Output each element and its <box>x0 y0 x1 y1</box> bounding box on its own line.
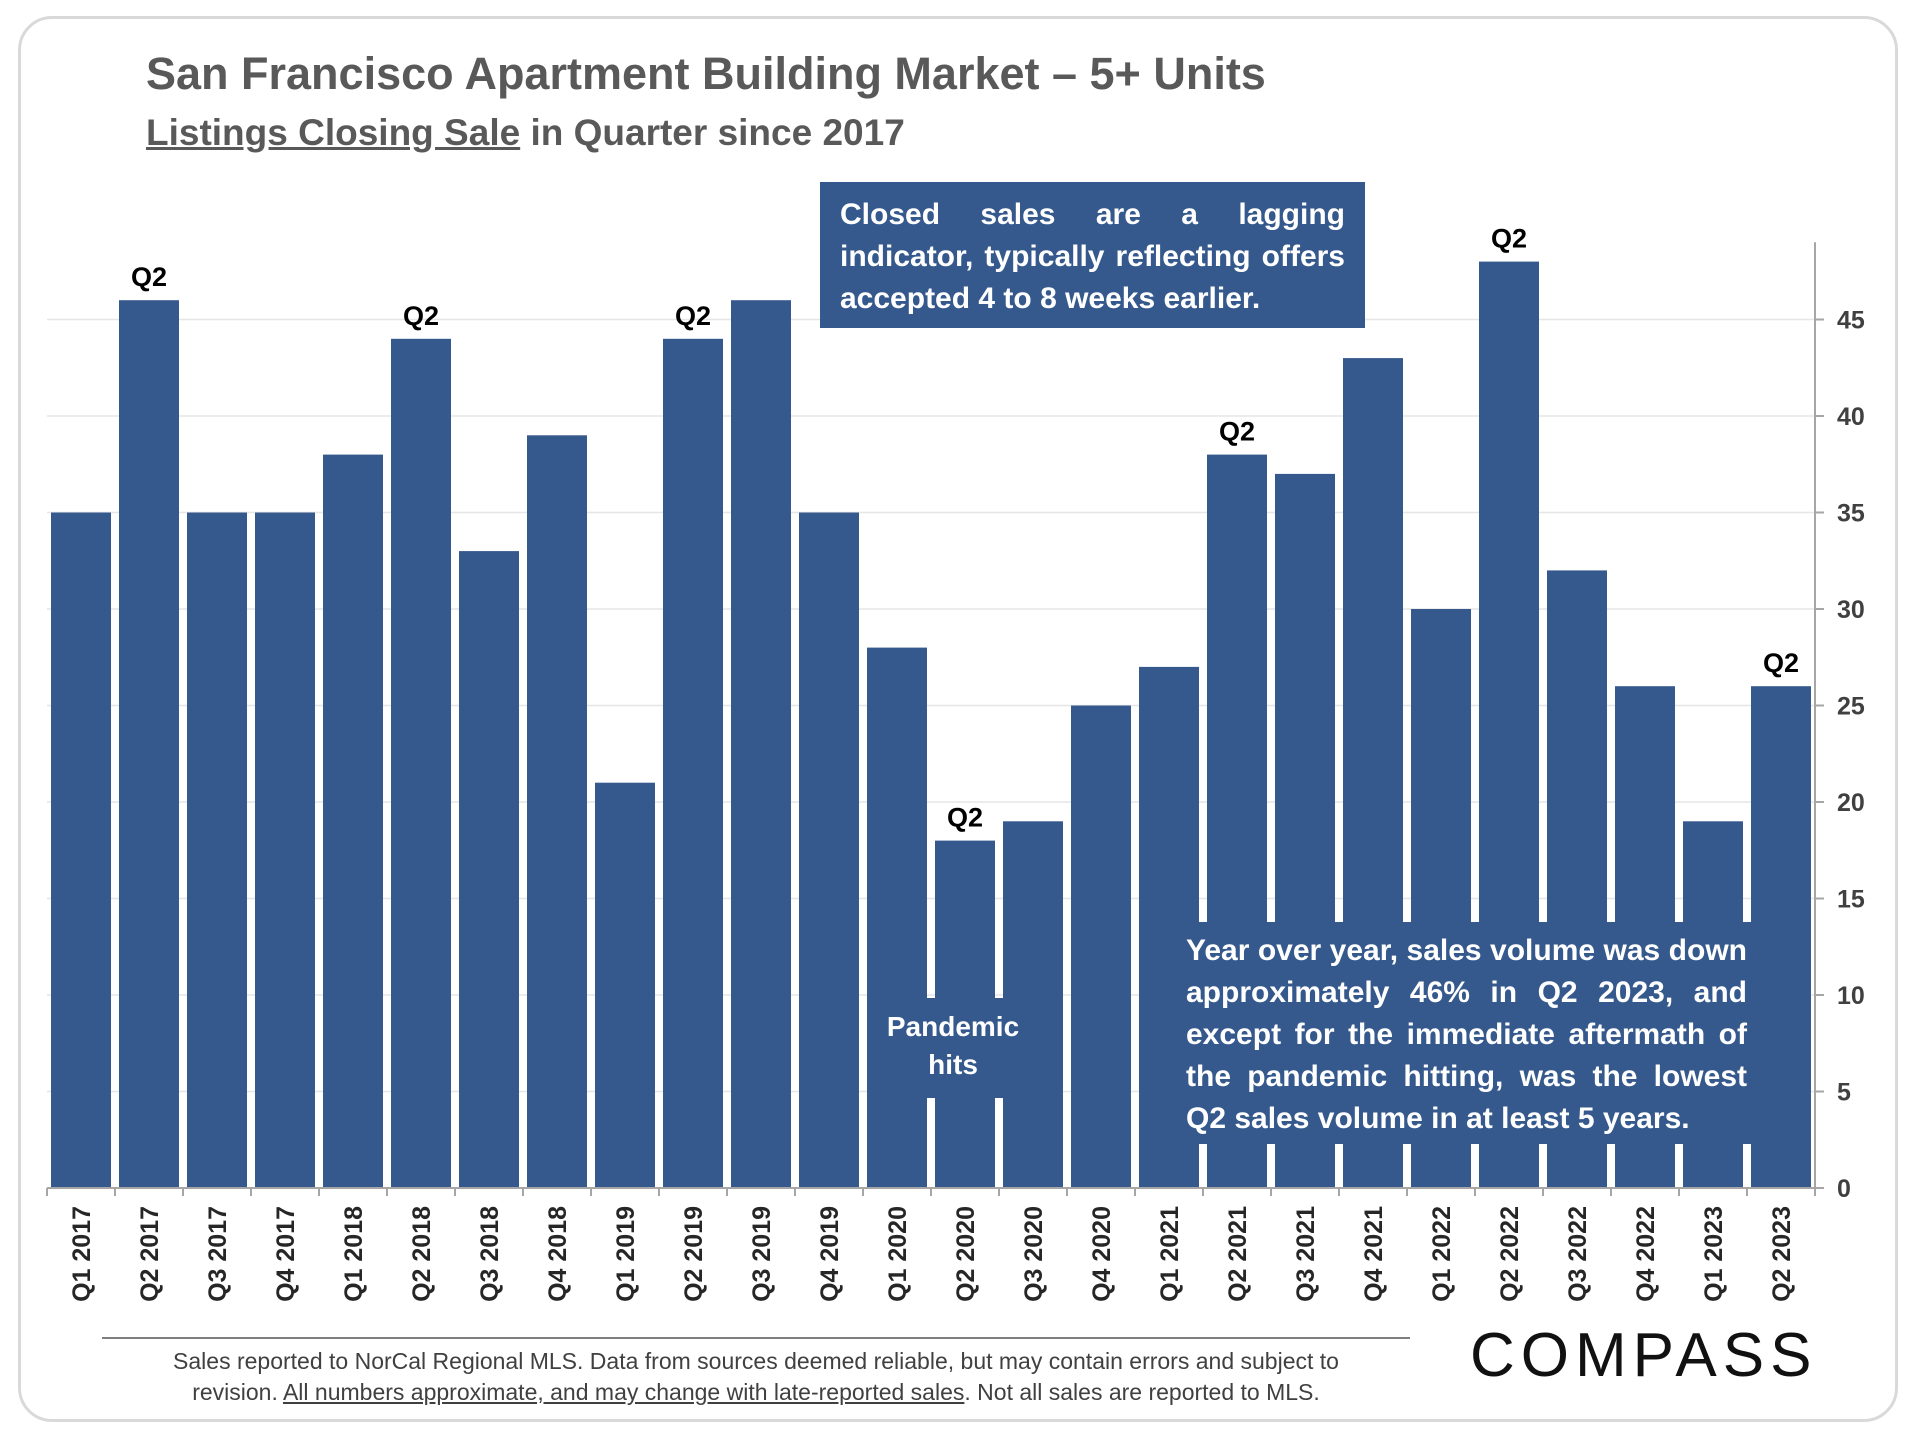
footer-line-2-underlined: All numbers approximate, and may change … <box>282 1379 965 1405</box>
x-tick-label: Q4 2019 <box>816 1206 844 1302</box>
x-tick-label: Q2 2021 <box>1224 1206 1252 1302</box>
x-tick-label: Q2 2019 <box>680 1206 708 1302</box>
bar <box>255 512 315 1188</box>
bar <box>51 512 111 1188</box>
footer-line-1: Sales reported to NorCal Regional MLS. D… <box>173 1348 1339 1374</box>
x-tick-label: Q2 2017 <box>136 1206 164 1302</box>
x-tick-label: Q3 2020 <box>1020 1206 1048 1302</box>
footer-line-2: revision. All numbers approximate, and m… <box>102 1377 1410 1408</box>
bar <box>663 338 723 1188</box>
subtitle-underlined: Listings Closing Sale <box>146 112 521 153</box>
chart-title: San Francisco Apartment Building Market … <box>146 48 1266 99</box>
chart-subtitle: Listings Closing Sale in Quarter since 2… <box>146 112 905 154</box>
x-tick-label: Q4 2018 <box>544 1206 572 1302</box>
x-tick-label: Q2 2023 <box>1768 1206 1796 1302</box>
x-tick-label: Q3 2017 <box>204 1206 232 1302</box>
x-tick-label: Q1 2023 <box>1700 1206 1728 1302</box>
y-tick-label: 15 <box>1837 886 1865 914</box>
x-tick-label: Q2 2022 <box>1496 1206 1524 1302</box>
bar <box>731 300 791 1188</box>
x-tick-label: Q1 2018 <box>340 1206 368 1302</box>
x-tick-label: Q4 2017 <box>272 1206 300 1302</box>
x-tick-label: Q2 2018 <box>408 1206 436 1302</box>
y-tick-label: 25 <box>1837 693 1865 721</box>
x-tick-label: Q3 2018 <box>476 1206 504 1302</box>
x-tick-label: Q4 2020 <box>1088 1206 1116 1302</box>
x-tick-label: Q1 2022 <box>1428 1206 1456 1302</box>
bar-label: Q2 <box>1491 224 1527 254</box>
x-tick-label: Q3 2022 <box>1564 1206 1592 1302</box>
y-tick-label: 40 <box>1837 403 1865 431</box>
x-tick-label: Q1 2021 <box>1156 1206 1184 1302</box>
y-tick-label: 30 <box>1837 596 1865 624</box>
x-tick-label: Q1 2020 <box>884 1206 912 1302</box>
bar <box>391 338 451 1188</box>
bar <box>1071 705 1131 1188</box>
x-tick-label: Q4 2022 <box>1632 1206 1660 1302</box>
x-tick-label: Q3 2021 <box>1292 1206 1320 1302</box>
x-tick-label: Q2 2020 <box>952 1206 980 1302</box>
bar-label: Q2 <box>675 301 711 331</box>
x-tick-label: Q3 2019 <box>748 1206 776 1302</box>
lagging-indicator-callout: Closed sales are a lagging indicator, ty… <box>820 182 1365 328</box>
bar-label: Q2 <box>403 301 439 331</box>
y-tick-label: 45 <box>1837 307 1865 335</box>
bar <box>595 782 655 1188</box>
pandemic-hits-annotation: Pandemic hits <box>878 998 1028 1098</box>
year-over-year-callout: Year over year, sales volume was down ap… <box>1160 922 1765 1144</box>
bar <box>187 512 247 1188</box>
footer-line-2-post: . Not all sales are reported to MLS. <box>964 1379 1320 1405</box>
bar <box>459 551 519 1188</box>
bar-label: Q2 <box>131 262 167 292</box>
bar <box>119 300 179 1188</box>
y-tick-label: 20 <box>1837 789 1865 817</box>
y-tick-label: 35 <box>1837 500 1865 528</box>
subtitle-rest: in Quarter since 2017 <box>520 112 905 153</box>
footer-note: Sales reported to NorCal Regional MLS. D… <box>102 1346 1410 1408</box>
y-tick-label: 10 <box>1837 982 1865 1010</box>
bar <box>867 647 927 1188</box>
bar <box>323 454 383 1189</box>
compass-logo: COMPASS <box>1470 1321 1818 1390</box>
bar-label: Q2 <box>1219 417 1255 447</box>
x-tick-label: Q4 2021 <box>1360 1206 1388 1302</box>
x-tick-label: Q1 2019 <box>612 1206 640 1302</box>
bar <box>527 435 587 1188</box>
footer-line-2-pre: revision. <box>192 1379 283 1405</box>
y-tick-label: 5 <box>1837 1079 1851 1107</box>
x-tick-label: Q1 2017 <box>68 1206 96 1302</box>
footer-divider <box>102 1337 1410 1339</box>
bar-label: Q2 <box>1763 648 1799 678</box>
y-tick-label: 0 <box>1837 1175 1851 1203</box>
bar <box>799 512 859 1188</box>
bar-label: Q2 <box>947 803 983 833</box>
